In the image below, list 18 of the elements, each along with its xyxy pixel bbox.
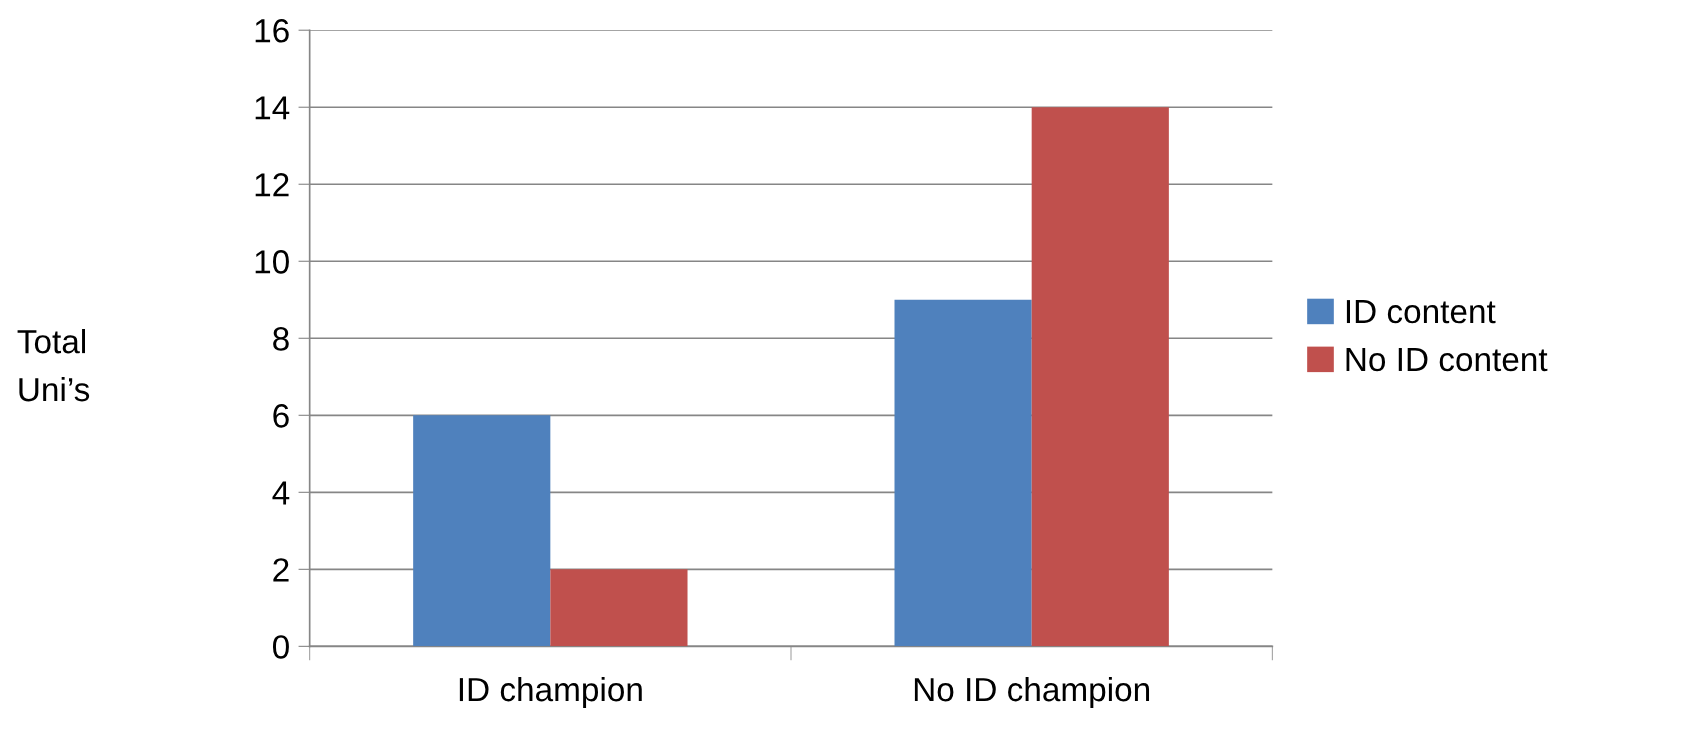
y-tick-label: 6 (273, 404, 289, 428)
y-tick-label: 14 (255, 96, 290, 120)
y-tick-label: 12 (255, 173, 289, 197)
y-tick-label: 4 (272, 481, 290, 505)
x-tick-label: No ID champion (914, 676, 1150, 708)
bar (894, 299, 1032, 647)
y-tick-label: 8 (273, 327, 289, 351)
y-tick-label: 2 (273, 558, 289, 582)
y-axis-title: Total Uni’s (17, 328, 90, 402)
bar (1031, 107, 1169, 647)
y-tick-label: 0 (272, 635, 289, 659)
bar (550, 569, 688, 647)
x-tick-label: ID champion (459, 676, 642, 708)
y-tick-label: 16 (255, 19, 289, 43)
y-tick-label: 10 (255, 250, 289, 274)
legend-label: No ID content (1346, 348, 1548, 372)
bar (413, 415, 551, 647)
legend-label: ID content (1346, 300, 1496, 324)
